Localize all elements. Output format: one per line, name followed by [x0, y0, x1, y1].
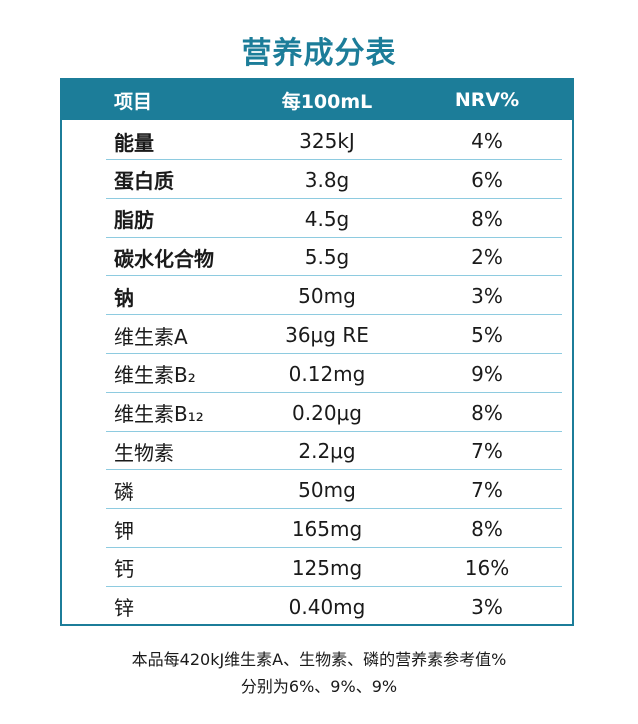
table-cell: 8%: [471, 400, 503, 425]
notes: 本品每420kJ维生素A、生物素、磷的营养素参考值% 分别为6%、9%、9%: [0, 646, 638, 700]
table-cell: 0.40mg: [288, 594, 366, 619]
table-row: 钙 125mg 16%: [62, 549, 572, 587]
table-row: 蛋白质 3.8g 6%: [62, 161, 572, 199]
table-row: 维生素A 36μg RE 5%: [62, 316, 572, 354]
table-cell: 碳水化合物: [114, 246, 214, 271]
table-cell: 4.5g: [304, 206, 350, 231]
table-row: 维生素B₁₂ 0.20μg 8%: [62, 394, 572, 432]
table-cell: 9%: [471, 361, 503, 386]
table-row: 碳水化合物 5.5g 2%: [62, 238, 572, 277]
table-row: 钠 50mg 3%: [62, 277, 572, 316]
table-cell: 5%: [471, 323, 503, 347]
table-cell: 磷: [114, 479, 134, 504]
table-cell: 维生素A: [114, 324, 188, 349]
table-cell: 2.2μg: [298, 439, 356, 464]
table-cell: 16%: [464, 555, 510, 580]
note-line: 分别为6%、9%、9%: [240, 677, 398, 696]
table-cell: 2%: [471, 245, 503, 270]
note-line: 本品每420kJ维生素A、生物素、磷的营养素参考值%: [131, 650, 507, 669]
table-cell: 325kJ: [299, 129, 355, 153]
table-cell: 蛋白质: [114, 169, 174, 194]
table-cell: 3%: [471, 594, 503, 619]
table-cell: 脂肪: [114, 208, 154, 233]
table-cell: 维生素B₂: [114, 363, 196, 388]
table-row: 生物素 2.2μg 7%: [62, 432, 572, 471]
table-cell: 能量: [114, 130, 154, 155]
table-cell: 165mg: [291, 517, 363, 541]
header-cell: NRV%: [454, 89, 520, 111]
header-cell: 项目: [114, 90, 153, 113]
table-cell: 7%: [471, 439, 503, 464]
table-row: 锌 0.40mg 3%: [62, 588, 572, 626]
table-header: 项目 每100mL NRV%: [62, 80, 572, 120]
nutrition-table: 项目 每100mL NRV% 能量 325kJ 4% 蛋白质 3.8g 6% 脂肪 4.5g 8…: [60, 78, 574, 626]
header-cell: 每100mL: [281, 90, 373, 113]
table-cell: 生物素: [114, 440, 174, 465]
table-cell: 50mg: [298, 284, 356, 309]
table-row: 维生素B₂ 0.12mg 9%: [62, 355, 572, 393]
table-cell: 维生素B₁₂: [114, 402, 204, 427]
table-cell: 8%: [471, 517, 503, 541]
table-cell: 5.5g: [304, 245, 350, 270]
table-row: 能量 325kJ 4%: [62, 122, 572, 160]
table-cell: 0.12mg: [288, 361, 366, 386]
table-cell: 8%: [471, 206, 503, 231]
table-row: 钾 165mg 8%: [62, 510, 572, 548]
table-cell: 锌: [114, 596, 134, 621]
table-cell: 6%: [471, 167, 503, 192]
table-cell: 0.20μg: [292, 400, 362, 425]
table-cell: 钙: [114, 557, 134, 582]
title: 营养成分表: [241, 36, 397, 71]
table-cell: 7%: [471, 478, 503, 503]
table-cell: 钾: [114, 518, 134, 543]
table-cell: 125mg: [291, 555, 363, 580]
table-row: 脂肪 4.5g 8%: [62, 200, 572, 238]
table-cell: 50mg: [298, 478, 356, 503]
table-cell: 4%: [471, 129, 503, 153]
table-cell: 3%: [471, 284, 503, 309]
table-cell: 钠: [114, 285, 134, 310]
table-cell: 36μg RE: [285, 323, 369, 347]
table-cell: 3.8g: [304, 167, 350, 192]
table-row: 磷 50mg 7%: [62, 471, 572, 510]
